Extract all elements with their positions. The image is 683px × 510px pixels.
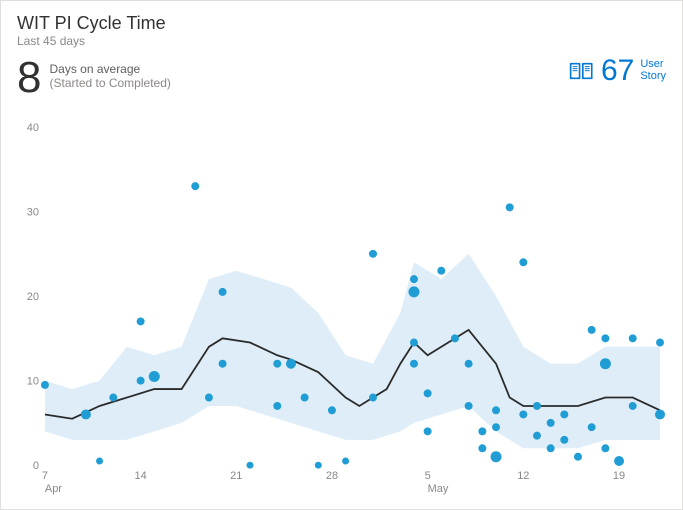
data-point[interactable] — [478, 427, 486, 435]
data-point[interactable] — [437, 267, 445, 275]
avg-days-label-line1: Days on average — [49, 62, 170, 76]
x-axis-month-label: May — [428, 483, 449, 495]
cycle-time-chart: 0 10 20 30 40 7Apr 14 21 28 5May 12 19 — [17, 121, 666, 499]
user-story-icon — [569, 61, 595, 81]
data-point[interactable] — [301, 394, 309, 402]
avg-days-metric: 8 Days on average (Started to Completed) — [17, 56, 171, 100]
data-point[interactable] — [424, 427, 432, 435]
data-point[interactable] — [506, 203, 514, 211]
data-point[interactable] — [410, 339, 418, 347]
data-point[interactable] — [219, 288, 227, 296]
data-point[interactable] — [273, 402, 281, 410]
data-point[interactable] — [533, 432, 541, 440]
data-point[interactable] — [547, 419, 555, 427]
y-axis-tick-label: 40 — [27, 122, 39, 134]
y-axis-tick-label: 20 — [27, 291, 39, 303]
data-point[interactable] — [465, 360, 473, 368]
data-point[interactable] — [219, 360, 227, 368]
x-axis-tick-label: 14 — [135, 470, 147, 482]
data-point[interactable] — [629, 334, 637, 342]
data-point[interactable] — [574, 453, 582, 461]
avg-days-value: 8 — [17, 56, 41, 100]
data-point[interactable] — [614, 456, 624, 466]
user-story-count[interactable]: 67 User Story — [569, 56, 666, 86]
widget-title: WIT PI Cycle Time — [17, 13, 666, 34]
confidence-band — [45, 254, 660, 448]
data-point[interactable] — [600, 358, 611, 369]
avg-days-label: Days on average (Started to Completed) — [49, 56, 170, 90]
metrics-row: 8 Days on average (Started to Completed) — [17, 56, 666, 100]
user-story-count-label: User Story — [640, 59, 666, 82]
widget-header: WIT PI Cycle Time Last 45 days — [17, 13, 666, 48]
data-point[interactable] — [478, 444, 486, 452]
data-point[interactable] — [547, 444, 555, 452]
data-point[interactable] — [96, 458, 103, 465]
x-axis-tick-label: 12 — [517, 470, 529, 482]
data-point[interactable] — [410, 275, 418, 283]
data-point[interactable] — [342, 458, 349, 465]
data-point[interactable] — [369, 394, 377, 402]
data-point[interactable] — [588, 423, 596, 431]
data-point[interactable] — [410, 360, 418, 368]
data-point[interactable] — [109, 394, 117, 402]
data-point[interactable] — [491, 451, 502, 462]
y-axis-tick-label: 30 — [27, 207, 39, 219]
data-point[interactable] — [601, 444, 609, 452]
data-point[interactable] — [492, 406, 500, 414]
cycle-time-widget: WIT PI Cycle Time Last 45 days 8 Days on… — [0, 0, 683, 510]
data-point[interactable] — [519, 258, 527, 266]
data-point[interactable] — [424, 389, 432, 397]
data-point[interactable] — [451, 334, 459, 342]
data-point[interactable] — [655, 409, 665, 419]
data-point[interactable] — [315, 462, 322, 469]
data-point[interactable] — [191, 182, 199, 190]
data-point[interactable] — [81, 409, 91, 419]
y-axis-tick-label: 0 — [33, 460, 39, 472]
x-axis-tick-label: 19 — [613, 470, 625, 482]
data-point[interactable] — [246, 462, 253, 469]
data-point[interactable] — [408, 286, 419, 297]
data-point[interactable] — [149, 371, 160, 382]
x-axis-tick-label: 21 — [230, 470, 242, 482]
data-point[interactable] — [533, 402, 541, 410]
x-axis-month-label: Apr — [45, 483, 62, 495]
data-point[interactable] — [328, 406, 336, 414]
data-point[interactable] — [205, 394, 213, 402]
x-axis-tick-label: 7 — [42, 470, 48, 482]
widget-subtitle: Last 45 days — [17, 34, 666, 48]
data-point[interactable] — [492, 423, 500, 431]
data-point[interactable] — [273, 360, 281, 368]
user-story-label-line2: Story — [640, 71, 666, 83]
data-point[interactable] — [560, 410, 568, 418]
x-axis-tick-label: 5 — [425, 470, 431, 482]
data-point[interactable] — [137, 377, 145, 385]
data-point[interactable] — [588, 326, 596, 334]
data-point[interactable] — [656, 339, 664, 347]
data-point[interactable] — [629, 402, 637, 410]
data-point[interactable] — [369, 250, 377, 258]
x-axis-tick-label: 28 — [326, 470, 338, 482]
user-story-count-value: 67 — [601, 56, 634, 86]
avg-days-label-line2: (Started to Completed) — [49, 76, 170, 90]
data-point[interactable] — [41, 381, 49, 389]
data-point[interactable] — [601, 334, 609, 342]
data-point[interactable] — [519, 410, 527, 418]
data-point[interactable] — [560, 436, 568, 444]
data-point[interactable] — [286, 359, 296, 369]
y-axis-tick-label: 10 — [27, 376, 39, 388]
data-point[interactable] — [465, 402, 473, 410]
data-point[interactable] — [137, 317, 145, 325]
